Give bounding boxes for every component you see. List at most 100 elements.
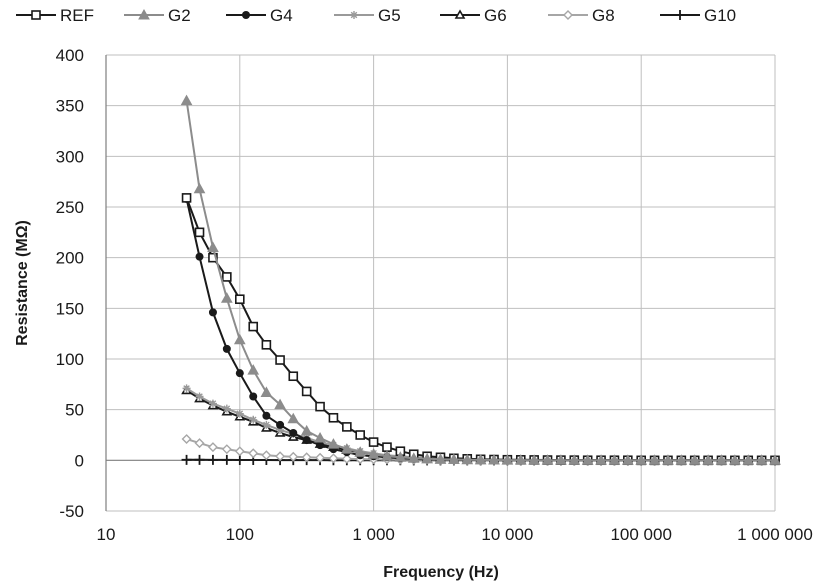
data-point [454, 9, 466, 19]
data-point [275, 451, 286, 462]
data-point [608, 454, 621, 465]
data-point [181, 193, 192, 203]
x-tick-label: 100 000 [610, 525, 671, 544]
data-point [262, 411, 271, 420]
legend-item-g4: G4 [226, 6, 293, 25]
data-point [382, 442, 392, 452]
data-point [581, 454, 594, 465]
legend-item-g6: G6 [440, 6, 507, 25]
data-point [207, 454, 218, 465]
data-point [180, 94, 193, 106]
legend-label: G10 [704, 6, 736, 25]
data-point [208, 308, 217, 317]
y-axis-label: Resistance (MΩ) [14, 220, 31, 346]
data-point [501, 454, 514, 465]
data-point [675, 10, 685, 20]
legend: REF G2 G4 G5 G6 G8 G10 [16, 6, 736, 25]
data-point [555, 454, 567, 465]
data-point [315, 452, 326, 463]
y-tick-label: 250 [56, 198, 84, 217]
data-point [327, 438, 340, 449]
data-point [288, 371, 299, 382]
data-point [315, 401, 325, 412]
data-point [488, 453, 500, 465]
data-point [300, 424, 313, 436]
data-point [367, 448, 380, 459]
data-point [181, 434, 192, 445]
series-ref [181, 193, 780, 466]
y-tick-label: 300 [56, 147, 84, 166]
legend-item-g5: G5 [334, 6, 401, 25]
data-point [742, 454, 755, 465]
data-point [621, 454, 634, 465]
data-point [193, 182, 206, 194]
data-point [568, 454, 581, 465]
data-point [769, 454, 781, 465]
series-line [185, 100, 775, 462]
y-tick-label: 50 [65, 401, 84, 420]
data-point [275, 355, 285, 365]
data-point [648, 454, 661, 465]
x-tick-label: 100 [226, 525, 254, 544]
data-point [195, 392, 204, 401]
legend-item-ref: REF [16, 6, 94, 25]
data-point [342, 422, 352, 432]
x-tick-label: 10 [97, 525, 116, 544]
data-point [755, 454, 768, 465]
y-tick-label: 350 [56, 97, 84, 116]
data-point [287, 412, 300, 424]
legend-label: G6 [484, 6, 507, 25]
legend-item-g10: G10 [660, 6, 736, 25]
data-point [249, 415, 258, 424]
data-point [222, 272, 232, 282]
data-point [381, 450, 393, 461]
data-point [194, 438, 205, 449]
data-point [221, 444, 232, 455]
series-g4 [182, 194, 779, 465]
data-point [702, 454, 714, 465]
data-point [262, 420, 271, 429]
axes: -50 0 50 100 150 200 250 300 350 400 10 100 1 000 10 … [56, 46, 813, 544]
data-point [662, 454, 674, 465]
data-point [207, 241, 219, 253]
data-point [220, 292, 233, 303]
x-axis-label: Frequency (Hz) [383, 564, 499, 581]
y-tick-label: 150 [56, 299, 84, 318]
data-point [194, 227, 205, 238]
data-point [221, 454, 232, 465]
grid [105, 54, 776, 512]
data-point [301, 452, 312, 463]
data-point [31, 10, 41, 20]
data-point [635, 454, 648, 465]
series-group [180, 94, 781, 466]
legend-item-g8: G8 [548, 6, 615, 25]
series-g2 [180, 94, 781, 465]
data-point [340, 443, 353, 454]
x-tick-label: 1 000 000 [737, 525, 813, 544]
legend-label: G5 [378, 6, 401, 25]
data-point [354, 446, 367, 457]
y-tick-label: 200 [56, 249, 84, 268]
data-point [448, 453, 460, 465]
legend-item-g2: G2 [124, 6, 191, 25]
data-point [260, 386, 273, 397]
data-point [407, 452, 420, 463]
data-point [461, 453, 474, 465]
data-point [242, 11, 250, 19]
data-point [261, 340, 272, 350]
data-point [247, 364, 260, 375]
data-point [715, 454, 728, 465]
data-point [235, 294, 245, 305]
data-point [595, 454, 607, 465]
data-point [194, 454, 205, 465]
data-point [688, 454, 701, 465]
data-point [276, 420, 285, 429]
data-point [222, 344, 231, 353]
data-point [328, 453, 339, 464]
data-point [235, 369, 244, 378]
data-point [474, 453, 487, 465]
x-tick-label: 10 000 [481, 525, 533, 544]
data-point [249, 392, 258, 401]
legend-label: G8 [592, 6, 615, 25]
